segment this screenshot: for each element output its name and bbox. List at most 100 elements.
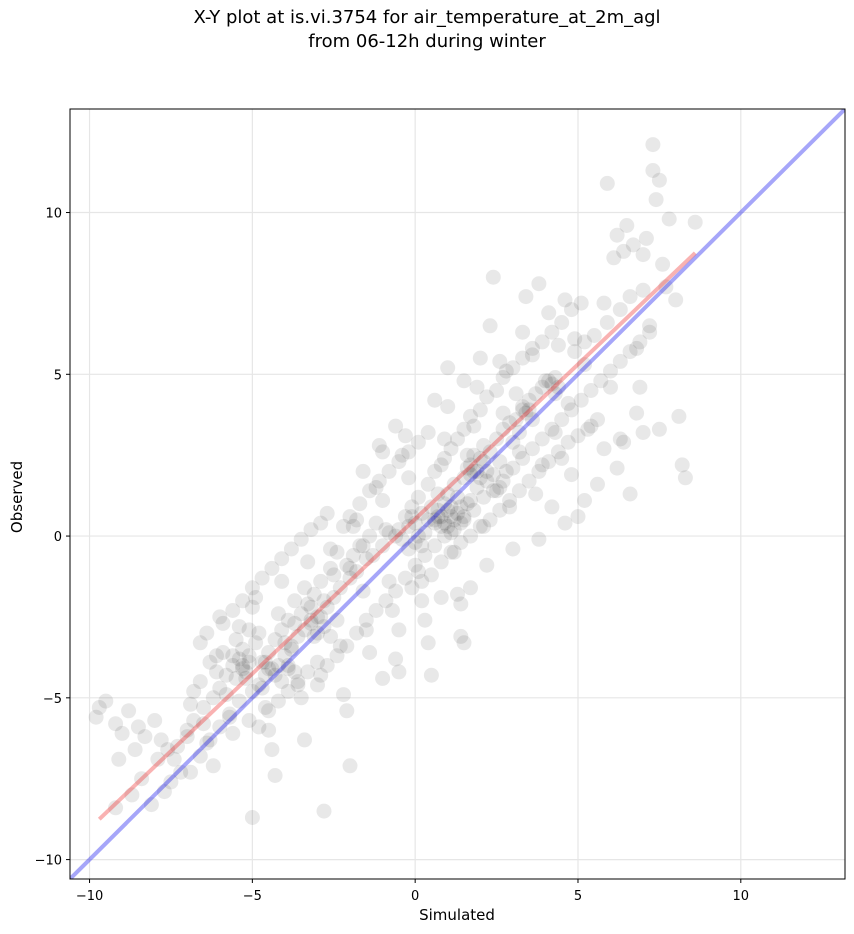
- data-point: [492, 480, 508, 495]
- data-point: [297, 622, 312, 638]
- data-point: [342, 758, 358, 774]
- data-point: [479, 463, 495, 479]
- data-point: [329, 544, 345, 560]
- data-point: [270, 693, 286, 709]
- data-point: [290, 677, 306, 693]
- data-point: [463, 580, 478, 596]
- data-point: [492, 353, 508, 369]
- data-point: [388, 583, 404, 599]
- y-tick-label: 0: [54, 530, 62, 545]
- data-point: [674, 457, 690, 473]
- data-point: [323, 628, 338, 644]
- data-point: [316, 593, 332, 609]
- data-point: [557, 515, 573, 531]
- data-point: [417, 548, 433, 563]
- data-point: [225, 603, 241, 618]
- data-point: [547, 386, 563, 402]
- y-axis-label: Observed: [8, 461, 26, 533]
- chart-title: X-Y plot at is.vi.3754 for air_temperatu…: [0, 6, 854, 54]
- data-point: [381, 525, 397, 541]
- data-point: [456, 373, 472, 389]
- data-point: [391, 622, 407, 638]
- data-point: [98, 693, 114, 709]
- data-point: [349, 625, 365, 641]
- data-point: [290, 674, 306, 690]
- data-point: [541, 454, 557, 470]
- data-point: [192, 635, 208, 651]
- data-point: [443, 525, 459, 541]
- data-point: [524, 412, 540, 428]
- data-point: [466, 418, 482, 434]
- data-point: [495, 405, 511, 421]
- data-point: [456, 509, 472, 525]
- data-point: [606, 250, 622, 266]
- data-point: [453, 596, 469, 612]
- data-point: [375, 670, 391, 686]
- data-point: [235, 641, 251, 657]
- data-point: [323, 541, 338, 557]
- data-point: [531, 276, 547, 292]
- fit-line: [97, 251, 697, 821]
- data-point: [482, 318, 498, 334]
- data-point: [277, 635, 293, 651]
- data-point: [492, 454, 508, 470]
- data-point: [443, 441, 459, 457]
- data-point: [186, 683, 202, 699]
- data-point: [433, 509, 449, 525]
- data-point: [570, 509, 586, 525]
- data-point: [687, 214, 703, 230]
- data-point: [417, 612, 433, 628]
- data-point: [362, 645, 378, 660]
- data-point: [625, 237, 641, 253]
- data-point: [446, 522, 462, 538]
- data-point: [645, 137, 661, 153]
- data-point: [560, 434, 576, 450]
- data-point: [521, 473, 537, 489]
- data-point: [241, 648, 257, 664]
- data-point: [287, 615, 303, 631]
- data-point: [508, 412, 524, 428]
- data-point: [264, 560, 280, 576]
- x-tick-label: −10: [76, 889, 103, 904]
- data-point: [375, 444, 391, 460]
- data-point: [453, 515, 469, 531]
- data-point: [515, 450, 531, 466]
- data-point: [274, 622, 290, 638]
- data-point: [534, 431, 550, 447]
- data-point: [443, 544, 459, 560]
- data-point: [505, 541, 521, 557]
- data-point: [599, 175, 615, 191]
- data-point: [244, 810, 260, 825]
- data-point: [518, 289, 534, 305]
- data-point: [524, 340, 540, 356]
- data-point: [280, 661, 296, 677]
- data-point: [498, 463, 514, 479]
- data-point: [186, 713, 202, 728]
- data-point: [453, 628, 469, 644]
- data-point: [199, 625, 215, 641]
- data-point: [310, 609, 325, 625]
- data-point: [550, 379, 566, 395]
- data-point: [479, 557, 495, 573]
- data-point: [622, 344, 638, 360]
- data-point: [642, 318, 658, 334]
- data-point: [515, 399, 531, 415]
- data-point: [459, 496, 475, 512]
- data-point: [472, 470, 488, 486]
- data-point: [371, 438, 387, 453]
- data-point: [205, 758, 221, 774]
- data-point: [303, 612, 319, 628]
- data-point: [531, 463, 547, 479]
- data-point: [264, 661, 280, 677]
- data-point: [433, 590, 449, 605]
- data-point: [375, 538, 391, 554]
- data-point: [632, 334, 648, 350]
- data-point: [596, 295, 612, 311]
- data-point: [586, 328, 602, 343]
- data-point: [616, 243, 632, 259]
- data-point: [297, 732, 312, 748]
- data-point: [433, 457, 449, 473]
- data-point: [323, 560, 338, 576]
- data-point: [502, 493, 518, 508]
- data-point: [430, 502, 446, 518]
